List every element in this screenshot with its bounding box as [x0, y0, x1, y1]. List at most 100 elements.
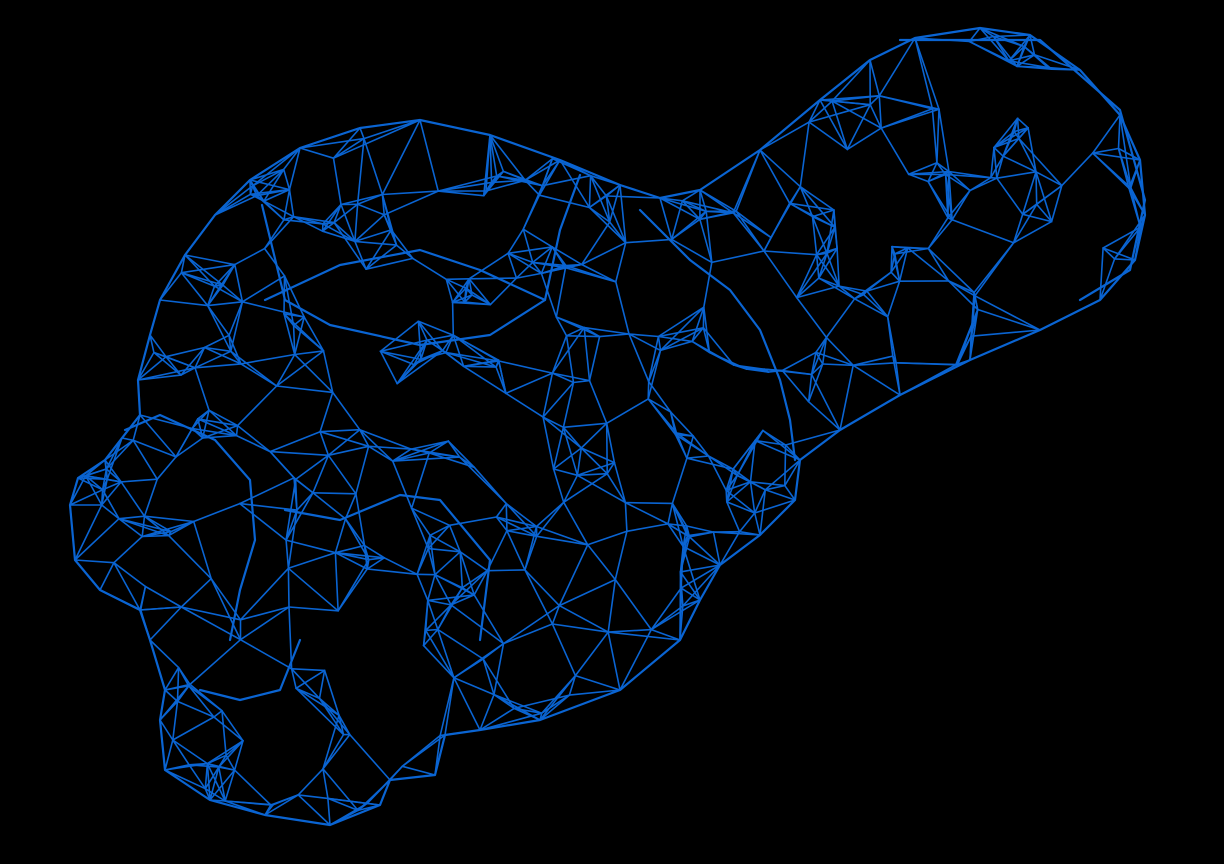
- mesh-edge: [682, 534, 689, 548]
- mesh-edge: [321, 203, 342, 232]
- mesh-edge: [580, 447, 616, 464]
- mesh-edge: [297, 794, 331, 826]
- mesh-edge: [287, 567, 290, 608]
- mesh-edge: [206, 762, 236, 771]
- mesh-edge: [831, 100, 872, 106]
- mesh-edge: [363, 544, 369, 570]
- mesh-edge: [799, 185, 836, 228]
- mesh-edge: [995, 177, 1024, 216]
- mesh-edge: [970, 329, 1041, 338]
- mesh-edge: [180, 271, 224, 286]
- mesh-edge: [725, 480, 752, 492]
- mesh-edge: [213, 285, 244, 303]
- mesh-edge: [473, 569, 489, 596]
- mesh-edge: [234, 263, 244, 303]
- mesh-edge: [552, 426, 565, 470]
- mesh-edge: [410, 507, 451, 527]
- mesh-edge: [84, 474, 108, 481]
- mesh-edge: [1021, 184, 1063, 216]
- mesh-edge: [795, 252, 828, 299]
- mesh-edge: [944, 170, 950, 176]
- mesh-edge: [468, 277, 518, 280]
- mesh-edge: [659, 340, 694, 352]
- mesh-edge: [201, 409, 210, 439]
- mesh-edge: [283, 312, 325, 352]
- mesh-edge: [817, 247, 838, 279]
- mesh-edge: [473, 466, 508, 505]
- mesh-edge: [692, 435, 710, 457]
- mesh-edge: [495, 502, 508, 518]
- mesh-edge: [675, 432, 710, 457]
- mesh-edge: [540, 246, 554, 275]
- mesh-edge: [956, 308, 979, 366]
- mesh-edge: [1102, 247, 1116, 260]
- mesh-edge: [424, 604, 452, 632]
- mesh-edge: [340, 193, 384, 206]
- mesh-edge: [667, 502, 674, 525]
- mesh-edge: [691, 340, 711, 354]
- mesh-edge: [100, 504, 120, 520]
- mesh-edge: [680, 545, 685, 589]
- mesh-edge: [365, 229, 393, 271]
- mesh-edge: [535, 501, 565, 528]
- mesh-edge: [826, 252, 840, 287]
- mesh-edge: [821, 363, 855, 367]
- mesh-edge: [586, 530, 628, 546]
- mesh-edge: [1002, 127, 1029, 157]
- mesh-edge: [192, 520, 212, 580]
- mesh-edge: [815, 253, 840, 287]
- mesh-edge: [993, 127, 1029, 149]
- mesh-edge: [826, 209, 835, 255]
- mesh-edge: [367, 445, 412, 450]
- mesh-edge: [139, 585, 147, 611]
- mesh-edge: [1016, 53, 1036, 68]
- mesh-edge: [995, 171, 1037, 179]
- mesh-edge: [580, 221, 611, 266]
- mesh-edge: [1012, 220, 1053, 244]
- mesh-edge: [493, 642, 505, 696]
- mesh-edge: [144, 585, 183, 608]
- mesh-edge: [562, 381, 575, 429]
- mesh-edge: [354, 240, 367, 271]
- mesh-edge: [495, 360, 500, 368]
- mesh-edge: [319, 430, 330, 457]
- mesh-edge: [288, 606, 339, 612]
- mesh-edge: [493, 693, 543, 715]
- mesh-edge: [795, 277, 820, 299]
- mesh-edge: [165, 355, 182, 376]
- mesh-edge: [187, 684, 223, 712]
- mesh-edge: [318, 697, 345, 736]
- mesh-edge: [149, 334, 167, 358]
- mesh-edge: [846, 103, 872, 151]
- mesh-edge: [725, 501, 741, 533]
- mesh-edge: [788, 202, 835, 211]
- mesh-edge: [524, 569, 554, 625]
- mesh-edge: [422, 599, 429, 647]
- mesh-edge: [221, 709, 227, 757]
- mesh-edge: [426, 599, 452, 606]
- mesh-edge: [172, 700, 179, 741]
- mesh-edge: [344, 492, 357, 520]
- mesh-edge: [702, 326, 735, 366]
- mesh-edge: [465, 277, 470, 289]
- mesh-edge: [390, 229, 414, 260]
- mesh-edge: [294, 454, 330, 481]
- mesh-edge: [383, 190, 440, 216]
- mesh-edge: [979, 27, 1010, 62]
- mesh-edge: [680, 564, 721, 589]
- mesh-edge: [931, 108, 938, 164]
- mesh-edge: [489, 134, 493, 184]
- mesh-edge: [218, 739, 244, 768]
- mesh-edge: [974, 294, 1041, 331]
- mesh-edge: [445, 278, 467, 289]
- mesh-edge: [410, 507, 430, 550]
- mesh-edge: [327, 454, 357, 495]
- mesh-edge: [285, 539, 290, 570]
- mesh-edge: [288, 188, 295, 218]
- mesh-edge: [505, 502, 508, 532]
- mesh-edge: [659, 306, 705, 352]
- mesh-edge: [763, 250, 818, 256]
- mesh-edge: [936, 162, 950, 173]
- mesh-edge: [535, 535, 589, 546]
- mesh-edge: [263, 219, 285, 250]
